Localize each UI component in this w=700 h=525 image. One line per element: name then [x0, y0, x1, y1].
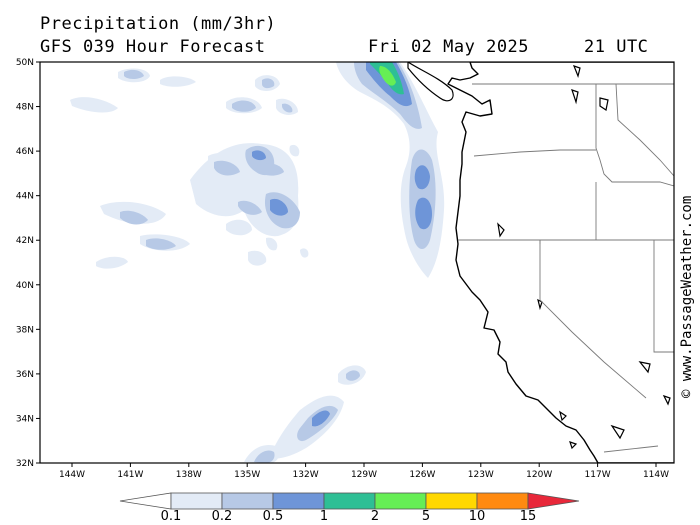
legend-label: 5: [421, 509, 431, 524]
lat-label: 44N: [16, 192, 34, 202]
lat-label: 46N: [16, 147, 34, 157]
legend-label: 2: [370, 509, 380, 524]
legend-swatch: [425, 492, 478, 510]
lon-label: 117W: [585, 470, 611, 480]
precip-layer: [70, 62, 674, 463]
lat-label: 42N: [16, 236, 34, 246]
legend-swatch: [374, 492, 427, 510]
lon-label: 141W: [117, 470, 143, 480]
lon-label: 114W: [643, 470, 669, 480]
lat-label: 48N: [16, 103, 34, 113]
legend-label: 15: [519, 509, 537, 524]
lon-label: 135W: [234, 470, 260, 480]
legend-swatch: [119, 492, 172, 510]
legend-swatch: [323, 492, 376, 510]
land-mass: [447, 62, 674, 463]
lon-label: 144W: [59, 470, 85, 480]
lat-label: 40N: [16, 281, 34, 291]
lon-label: 138W: [176, 470, 202, 480]
legend-label: 1: [319, 509, 329, 524]
lon-label: 120W: [526, 470, 552, 480]
legend-label: 0.5: [262, 509, 284, 524]
legend-label: 0.2: [211, 509, 233, 524]
site-credit: © www.PassageWeather.com: [679, 196, 695, 398]
longitude-axis: 144W 141W 138W 135W 132W 129W 126W 123W 120W 117W…: [59, 463, 669, 480]
lat-label: 34N: [16, 414, 34, 424]
lat-label: 38N: [16, 325, 34, 335]
forecast-label: GFS 039 Hour Forecast: [40, 37, 266, 57]
legend-swatch: [170, 492, 223, 510]
credit-container: © www.PassageWeather.com: [676, 150, 696, 400]
map-title: Precipitation (mm/3hr): [40, 14, 277, 34]
legend-swatch: [527, 492, 580, 510]
legend-swatch: [221, 492, 274, 510]
lat-label: 50N: [16, 58, 34, 68]
forecast-date: Fri 02 May 2025: [368, 37, 530, 57]
lat-label: 36N: [16, 370, 34, 380]
lon-label: 132W: [293, 470, 319, 480]
forecast-time: 21 UTC: [584, 37, 649, 57]
lat-label: 32N: [16, 459, 34, 469]
latitude-axis: 50N 48N 46N 44N 42N 40N 38N 36N 34N 32N: [16, 58, 40, 469]
precip-legend: [119, 492, 580, 510]
lon-label: 123W: [468, 470, 494, 480]
legend-label: 0.1: [160, 509, 182, 524]
legend-label: 10: [468, 509, 486, 524]
map-frame: [39, 61, 675, 464]
lon-label: 129W: [351, 470, 377, 480]
legend-swatch: [272, 492, 325, 510]
legend-swatch: [476, 492, 529, 510]
lon-label: 126W: [409, 470, 435, 480]
